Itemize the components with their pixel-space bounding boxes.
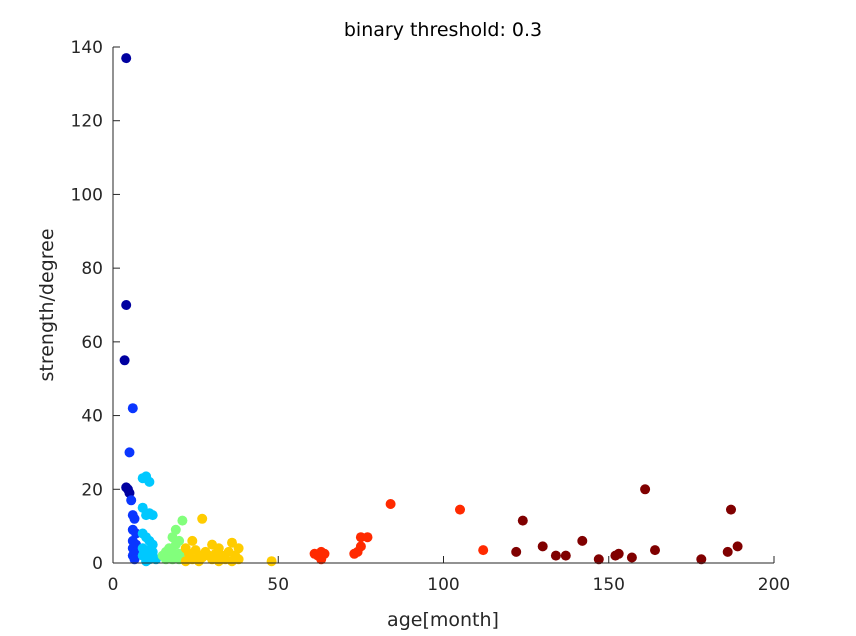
data-point: [119, 355, 130, 366]
data-point: [193, 556, 204, 567]
x-tick-label: 0: [108, 575, 119, 595]
data-point: [144, 476, 155, 487]
data-point: [511, 546, 522, 557]
data-point: [126, 495, 137, 506]
data-point: [197, 513, 208, 524]
data-point: [355, 541, 366, 552]
x-tick-label: 200: [758, 575, 790, 595]
data-point: [478, 545, 489, 556]
y-tick-label: 0: [92, 554, 103, 574]
data-point: [385, 499, 396, 509]
y-tick-label: 80: [81, 259, 103, 279]
chart-title: binary threshold: 0.3: [344, 19, 542, 41]
data-point: [517, 515, 528, 526]
data-point: [362, 532, 373, 543]
data-point: [560, 550, 571, 561]
x-axis-label: age[month]: [387, 609, 499, 631]
data-point: [121, 53, 132, 64]
y-tick-label: 120: [71, 112, 103, 132]
data-point: [127, 403, 138, 414]
data-point: [640, 484, 651, 495]
y-tick-label: 140: [71, 38, 103, 58]
data-point: [650, 545, 660, 556]
data-point: [626, 552, 637, 563]
data-point: [732, 541, 743, 552]
x-tick-label: 100: [427, 575, 459, 595]
x-tick-label: 150: [593, 575, 625, 595]
y-tick-label: 40: [81, 407, 103, 427]
data-point: [266, 556, 277, 567]
data-point: [180, 556, 191, 567]
data-point: [129, 554, 140, 565]
data-point: [550, 550, 561, 561]
data-point: [141, 556, 152, 567]
data-point: [722, 546, 733, 557]
axes-layer: 0 50 100 150 200 0 20 40 60 80 100 120 140: [71, 38, 791, 595]
data-point: [227, 556, 237, 567]
y-tick-label: 100: [71, 185, 103, 205]
data-point: [613, 548, 624, 559]
y-tick-label: 60: [81, 333, 103, 353]
y-axis-label: strength/degree: [36, 228, 58, 381]
data-point: [124, 447, 135, 458]
data-point: [593, 554, 604, 565]
data-point: [726, 504, 736, 515]
data-point: [696, 554, 707, 565]
data-point: [147, 510, 158, 521]
data-point: [227, 537, 237, 548]
data-point: [577, 535, 588, 546]
points-layer: [119, 53, 743, 567]
data-point: [177, 515, 188, 526]
data-point: [455, 504, 465, 515]
data-point: [213, 556, 224, 567]
data-point: [129, 513, 140, 524]
x-tick-label: 50: [267, 575, 289, 595]
data-point: [316, 554, 327, 565]
data-point: [537, 541, 548, 552]
data-point: [187, 535, 198, 546]
y-tick-label: 20: [81, 480, 103, 500]
data-point: [121, 300, 132, 310]
